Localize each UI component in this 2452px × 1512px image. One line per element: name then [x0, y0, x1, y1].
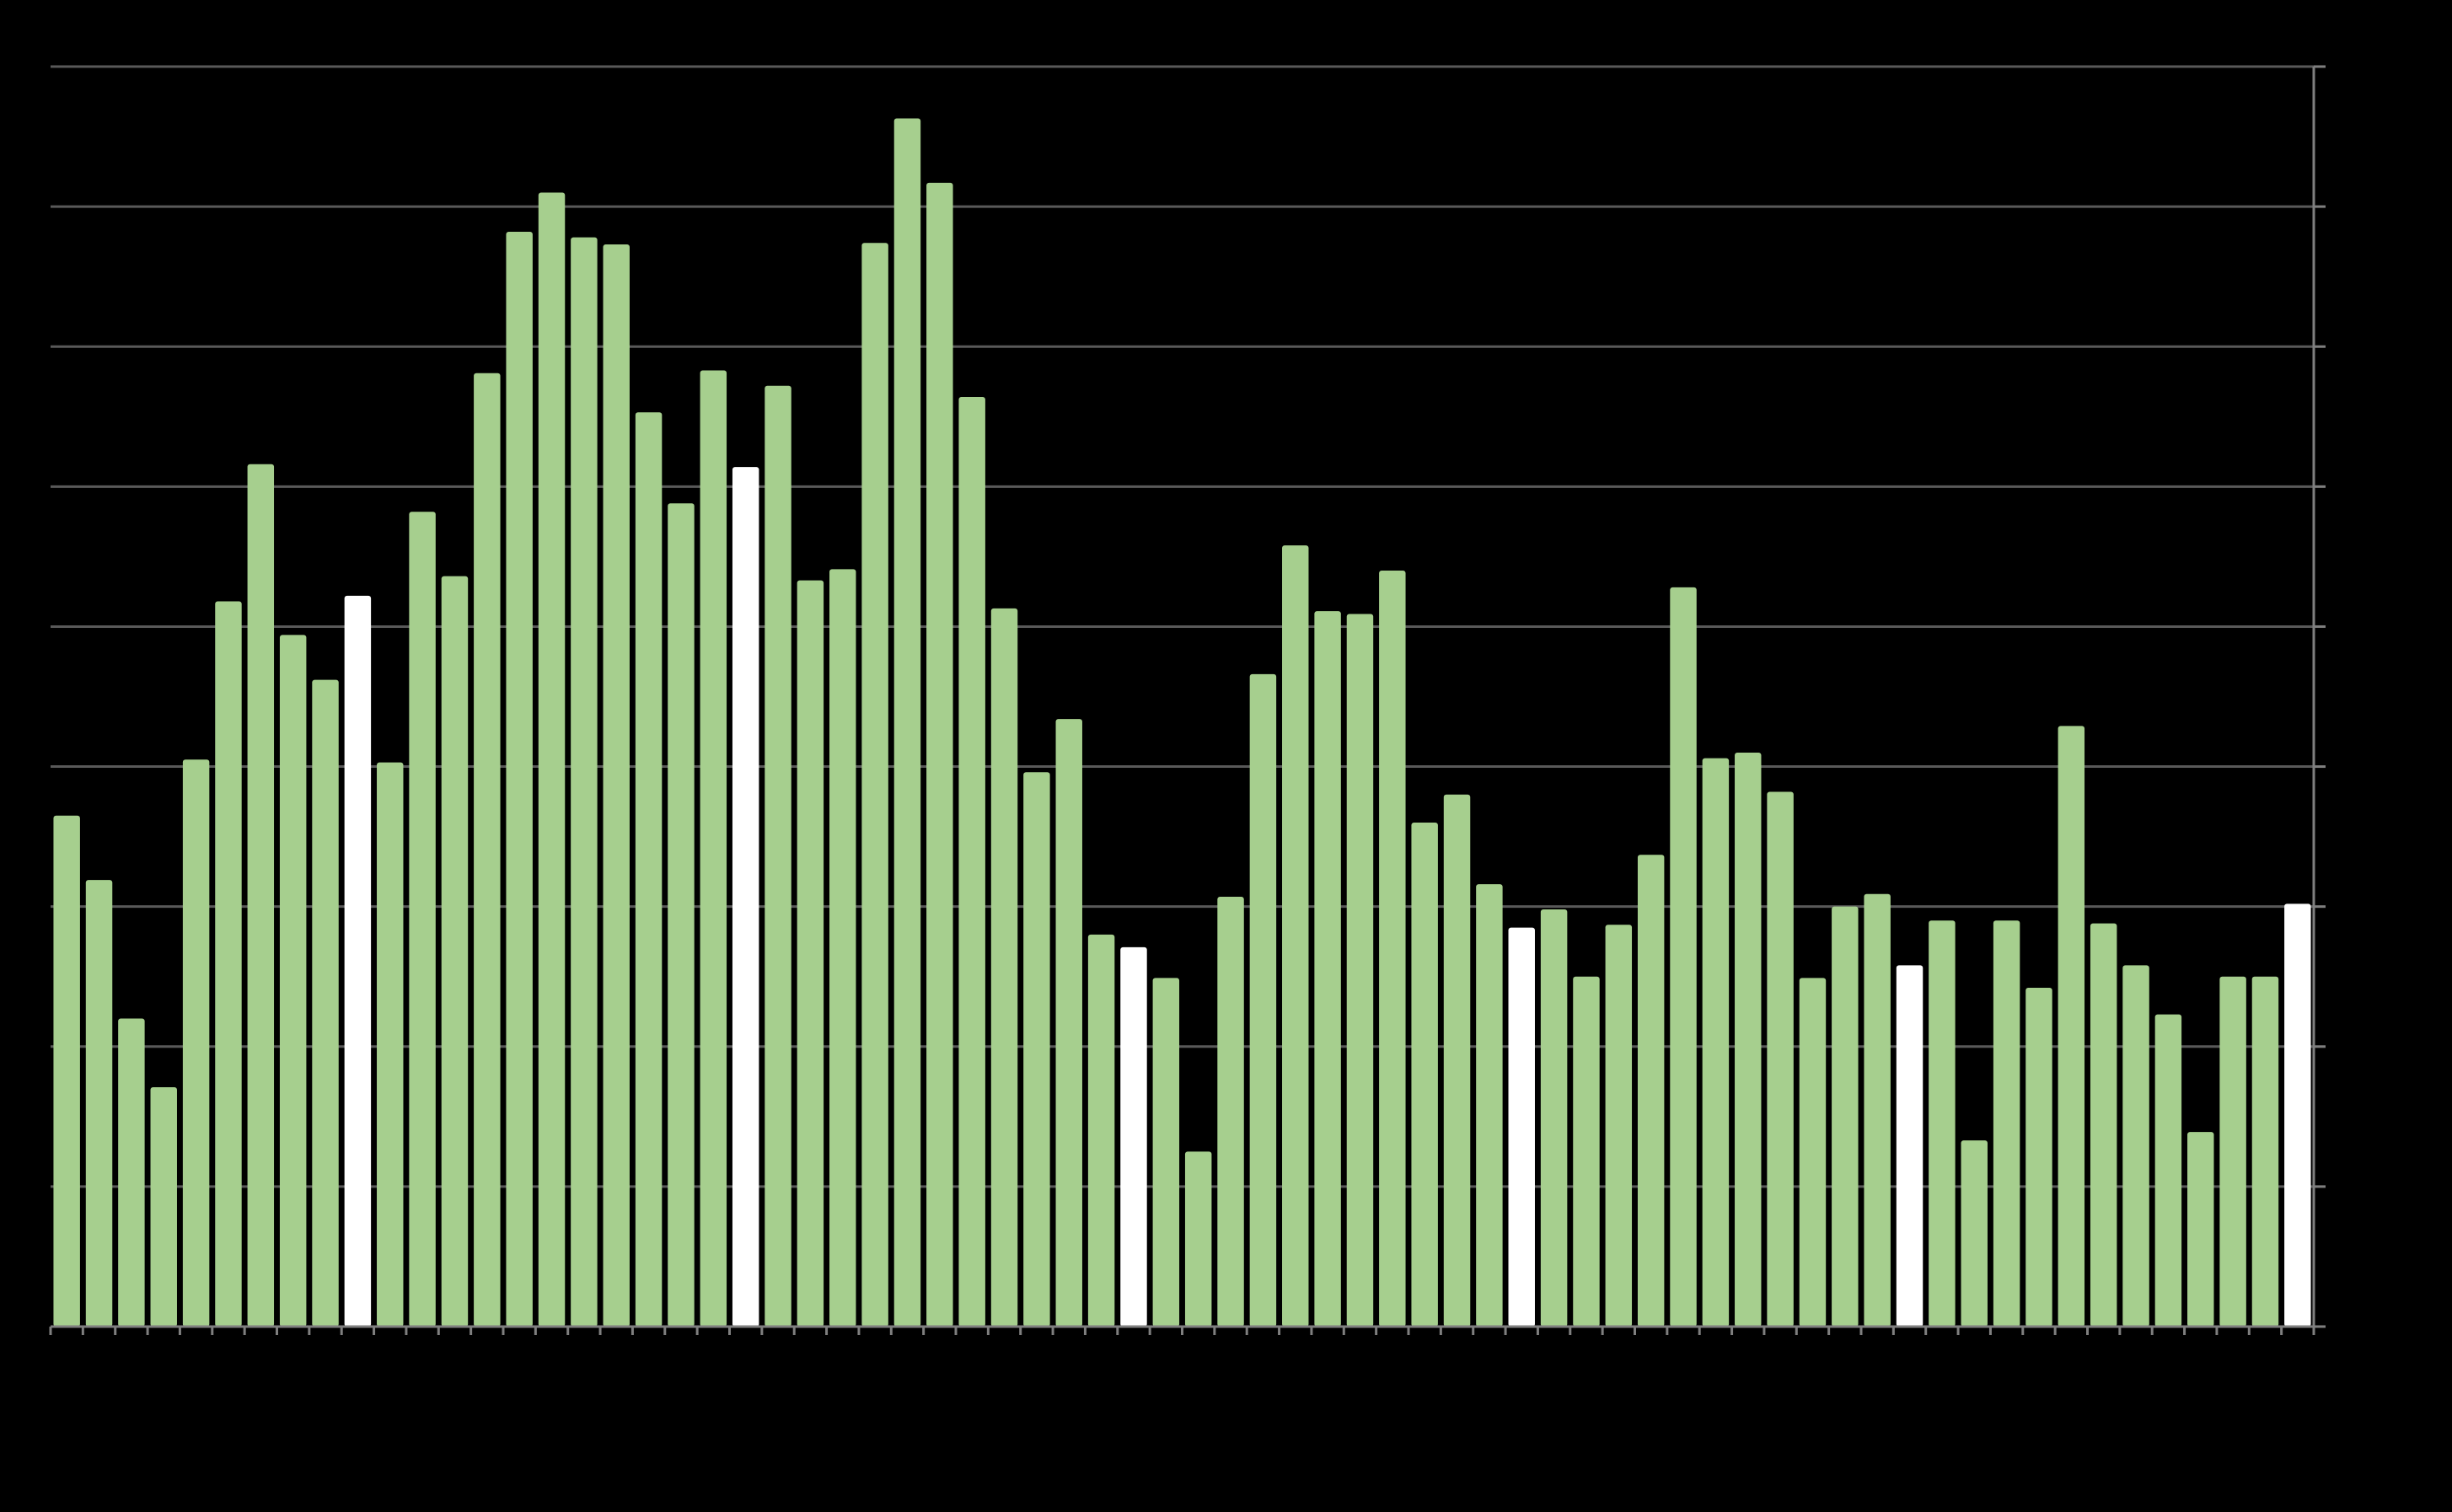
bar [247, 464, 275, 1327]
bar-highlighted [2284, 903, 2311, 1327]
bar [797, 580, 824, 1327]
bar [829, 569, 856, 1327]
bar [861, 243, 888, 1327]
bar [990, 608, 1018, 1327]
bar [474, 373, 501, 1327]
bar [668, 503, 695, 1327]
bar [1282, 545, 1309, 1327]
bar [150, 1086, 177, 1327]
bar [603, 244, 630, 1327]
bar [441, 576, 469, 1327]
bars [53, 118, 2311, 1327]
bar [215, 601, 242, 1327]
bar [1573, 976, 1600, 1327]
bar [1249, 673, 1277, 1327]
bar [2187, 1132, 2214, 1327]
bar-highlighted [1896, 965, 1924, 1327]
bar [1379, 571, 1406, 1327]
bar-highlighted [344, 595, 372, 1327]
bar [1929, 920, 1956, 1327]
bar [765, 385, 791, 1327]
bar [926, 182, 953, 1327]
bar [2154, 1014, 2182, 1327]
bar [1961, 1140, 1988, 1327]
bar [1443, 794, 1471, 1327]
bar [118, 1018, 145, 1327]
bar [1184, 1151, 1212, 1327]
bar [1217, 897, 1244, 1327]
bar [1702, 758, 1730, 1327]
bar [2090, 923, 2117, 1327]
bar [700, 370, 727, 1327]
bar [2251, 976, 2279, 1327]
bar-highlighted [1508, 927, 1535, 1327]
bar [1411, 823, 1438, 1327]
bar [1087, 934, 1115, 1327]
bar [85, 880, 113, 1327]
bar [1605, 925, 1633, 1327]
bar-highlighted [732, 467, 759, 1327]
bar [1152, 978, 1180, 1327]
bar [1799, 978, 1827, 1327]
bar [2219, 976, 2246, 1327]
bar [1993, 920, 2020, 1327]
axes [49, 65, 2326, 1335]
bar [1023, 772, 1050, 1327]
bar [409, 512, 436, 1327]
bar [1055, 719, 1082, 1327]
bar [1346, 614, 1374, 1327]
bar [571, 237, 598, 1327]
bar [958, 397, 985, 1327]
bar [377, 762, 404, 1327]
bar [635, 412, 663, 1327]
bar [1476, 884, 1503, 1327]
bar [2122, 965, 2149, 1327]
bar [893, 118, 921, 1327]
bar [182, 759, 210, 1327]
bar [506, 232, 533, 1327]
bar [53, 815, 80, 1327]
bar [2025, 988, 2052, 1327]
bar [1832, 906, 1859, 1327]
bar [1540, 909, 1568, 1327]
bar [2058, 726, 2085, 1327]
bar [1670, 587, 1697, 1327]
bar [1735, 752, 1762, 1327]
bar-highlighted [1120, 946, 1147, 1327]
bar [1767, 791, 1794, 1327]
bar [1314, 611, 1341, 1327]
bar [312, 679, 339, 1327]
bar [1864, 893, 1891, 1327]
bar [538, 192, 566, 1327]
bar [279, 635, 307, 1327]
bar [1637, 855, 1665, 1327]
